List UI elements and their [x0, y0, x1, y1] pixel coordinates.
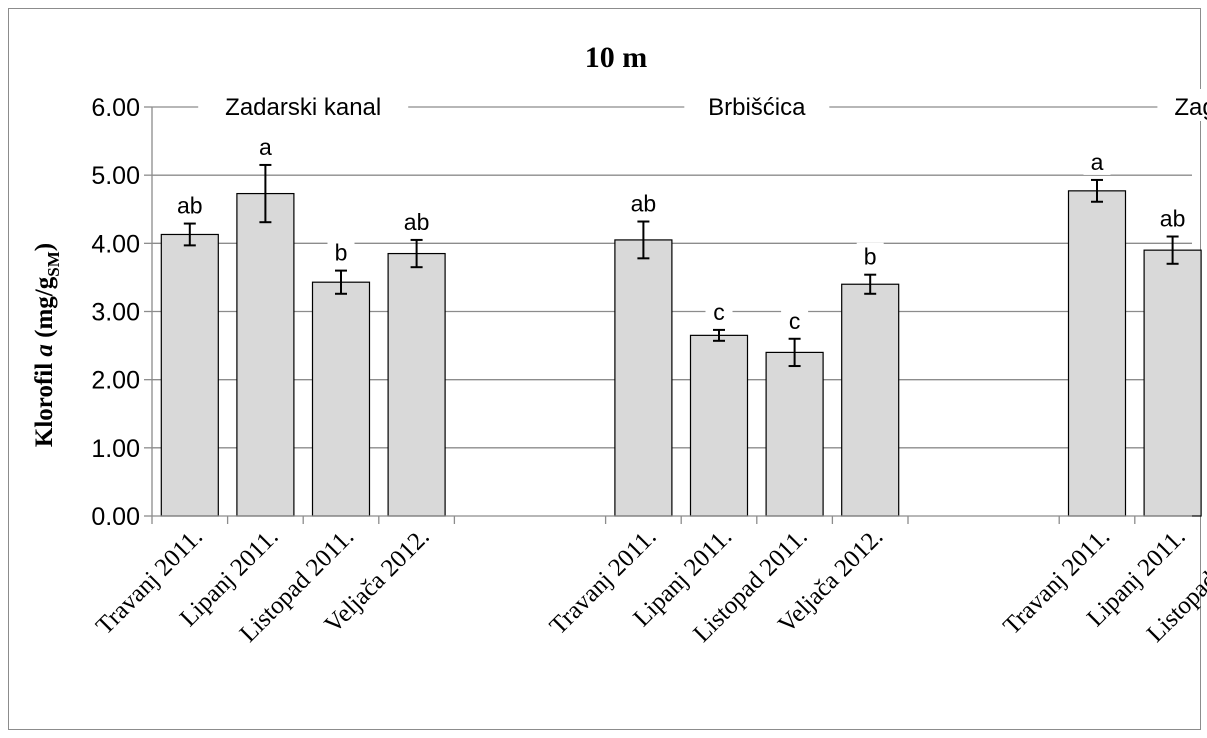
sig-label-0-0: ab: [177, 193, 203, 219]
bar-0-2: [311, 281, 371, 517]
sig-label-1-1: c: [713, 299, 725, 325]
y-axis-label-subscript: SM: [44, 251, 63, 277]
bar-0-1: [236, 192, 295, 517]
bar-1-2: [765, 351, 824, 517]
sig-label-2-1: ab: [1160, 206, 1186, 232]
bar-0-0: [160, 233, 219, 517]
y-axis-label: Klorofil a (mg/gSM): [31, 243, 63, 447]
bar-1-3: [841, 283, 900, 517]
y-tick-label-5: 5.00: [91, 162, 140, 190]
sig-label-bg-0-1: [251, 132, 279, 160]
sig-label-2-0: a: [1091, 149, 1104, 175]
y-axis-label-unit: (mg/g: [31, 276, 58, 344]
sig-label-0-1: a: [259, 134, 272, 160]
sig-label-0-3: ab: [404, 209, 430, 235]
bar-2-0: [1067, 190, 1127, 517]
y-axis-label-italic: a: [31, 344, 58, 357]
bar-1-0: [614, 239, 673, 517]
bar-0-3: [387, 252, 446, 517]
bars: ababababccbaababa: [160, 132, 1202, 517]
bar-2-1: [1143, 249, 1202, 517]
sig-label-1-0: ab: [631, 191, 657, 217]
y-tick-label-3: 3.00: [91, 299, 140, 327]
site-labels: Zadarski kanal Brbišćica Zaglav: [198, 89, 1207, 121]
y-tick-label-0: 0.00: [91, 503, 140, 531]
site-label-bg-0: [198, 89, 409, 121]
sig-label-0-2: b: [335, 240, 348, 266]
site-label-bg-2: [1157, 89, 1207, 121]
y-axis-label-main: Klorofil: [31, 357, 58, 448]
chart-title: 10 m: [585, 41, 648, 74]
y-tick-label-1: 1.00: [91, 435, 140, 463]
y-axis-label-close: ): [31, 243, 58, 251]
sig-label-bg-0-3: [396, 207, 437, 235]
bar-1-1: [689, 334, 749, 517]
y-tick-label-4: 4.00: [91, 230, 140, 258]
sig-label-bg-0-2: [327, 238, 355, 266]
site-label-bg-1: [684, 89, 830, 121]
sig-label-bg-0-0: [169, 191, 210, 219]
y-tick-label-2: 2.00: [91, 367, 140, 395]
y-tick-label-6: 6.00: [91, 94, 140, 122]
sig-label-bg-1-3: [856, 242, 884, 270]
sig-label-bg-1-0: [623, 189, 664, 217]
site-label-0: Zadarski kanal: [225, 94, 381, 121]
sig-label-bg-1-2: [781, 306, 809, 334]
sig-label-bg-1-1: [705, 297, 733, 325]
sig-label-1-3: b: [864, 244, 877, 270]
sig-label-bg-2-0: [1083, 147, 1111, 175]
site-label-2: Zaglav: [1174, 94, 1207, 121]
site-label-1: Brbišćica: [708, 94, 806, 121]
sig-label-1-2: c: [789, 308, 801, 334]
sig-label-bg-2-1: [1152, 204, 1193, 232]
